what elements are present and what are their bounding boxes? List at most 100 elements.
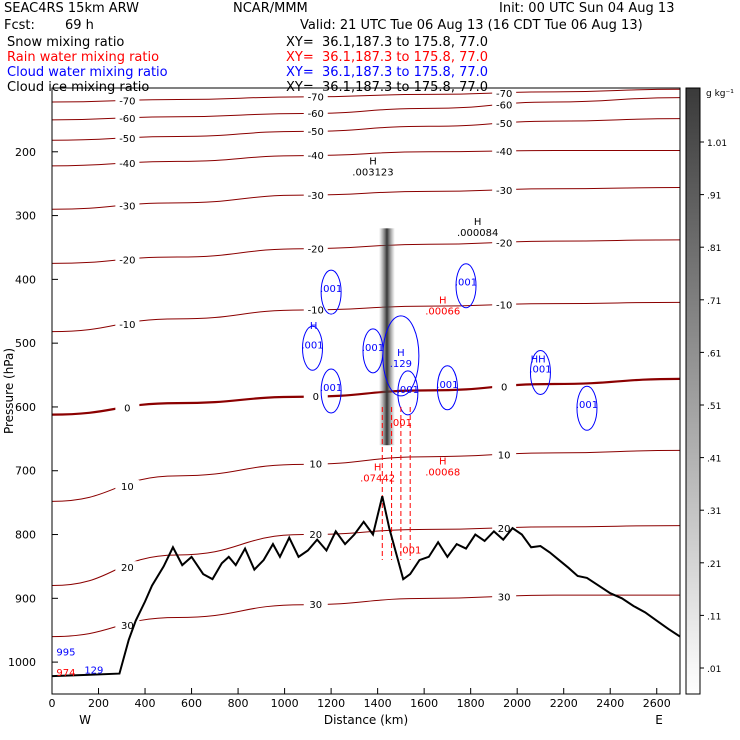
isotherm-line <box>52 187 680 210</box>
isotherm-label: -70 <box>496 89 512 100</box>
isotherm-label: 10 <box>121 482 134 493</box>
cloud-water-label: .001 <box>576 400 598 411</box>
cloud-water-label: .001 <box>362 343 384 354</box>
isotherm-line <box>52 118 680 141</box>
snow-layer <box>378 228 395 446</box>
cloud-water-label: H <box>310 321 318 332</box>
isotherm-label-bg <box>303 457 328 469</box>
x-tick-label: 800 <box>228 697 249 710</box>
cloud-water-label: .001 <box>301 340 323 351</box>
field-name-cloud-water: Cloud water mixing ratio <box>7 65 168 80</box>
cloud-water-layer <box>302 263 598 431</box>
cloud-water-label: .001 <box>320 383 342 394</box>
isotherm-label: 20 <box>498 524 511 535</box>
x-tick-label: 2400 <box>596 697 624 710</box>
isotherm-label: -50 <box>308 127 324 138</box>
isotherm-label: 20 <box>121 563 134 574</box>
isotherm-label-bg <box>492 145 517 157</box>
colorbar-level-label: .51 <box>707 402 721 412</box>
field-name-rain: Rain water mixing ratio <box>7 50 160 65</box>
colorbar-level-label: .91 <box>707 192 721 202</box>
colorbar-level-label: .41 <box>707 455 721 465</box>
rain-label: .001 <box>390 418 412 429</box>
colorbar-level-label: .81 <box>707 244 721 254</box>
isotherm-label-bg <box>492 448 517 460</box>
terrain-layer <box>52 496 680 678</box>
annotation-layer: H.003123H.000084H.129H.07442H.00068H.000… <box>56 157 598 680</box>
fcst-value: 69 h <box>65 18 94 33</box>
isotherm-label: -70 <box>119 97 135 108</box>
isotherm-label: -20 <box>496 238 512 249</box>
rain-label: .001 <box>399 546 421 557</box>
y-axis: 200 300 400 500 600 700 800 900 1000 <box>8 146 58 669</box>
isotherm-label: 30 <box>309 600 322 611</box>
isotherm-label-bg <box>115 199 140 211</box>
ice-max-value: .003123 <box>352 168 393 179</box>
x-tick-label: 400 <box>135 697 156 710</box>
isotherm-label: -60 <box>119 114 135 125</box>
cloud-water-contour <box>320 368 342 414</box>
rain-max-3-value: .00066 <box>425 307 460 318</box>
rain-max-1-value: .07442 <box>360 474 395 485</box>
x-tick-label: 600 <box>181 697 202 710</box>
isotherm-label: 20 <box>309 530 322 541</box>
plot-frame <box>51 87 681 695</box>
cloud-water-contour <box>529 350 551 396</box>
isotherm-label-bg <box>492 117 517 129</box>
terrain-line <box>52 496 680 678</box>
isotherm-label: -60 <box>308 109 324 120</box>
x-tick-label: 1600 <box>410 697 438 710</box>
cloud-water-label: .001 <box>529 365 551 376</box>
isotherm-label-bg <box>115 401 140 413</box>
cloud-water-label: HH <box>531 354 546 365</box>
y-tick-label: 200 <box>15 146 36 159</box>
model-title: SEAC4RS 15km ARW <box>4 1 140 16</box>
isotherm-label-bg <box>303 124 328 136</box>
cloud-water-contour <box>576 385 598 431</box>
rain-max-2-h: H <box>439 456 447 467</box>
isotherm-label: 0 <box>124 404 130 415</box>
isotherm-label: -70 <box>308 93 324 104</box>
isotherm-label: -30 <box>496 186 512 197</box>
rain-max-3-h: H <box>439 296 447 307</box>
x-tick-label: 200 <box>88 697 109 710</box>
colorbar-level-label: .31 <box>707 507 721 517</box>
isotherm-label: -20 <box>119 256 135 267</box>
isotherm-line <box>52 301 680 333</box>
isotherm-label: -10 <box>308 306 324 317</box>
isotherm-line <box>52 150 680 167</box>
colorbar-level-label: .21 <box>707 560 721 570</box>
isotherm-label-bg <box>115 132 140 144</box>
cloud-water-contour <box>302 325 324 371</box>
colorbar-level-label: .61 <box>707 349 721 359</box>
isotherm-layer: -70 -70 -70-60 -60-60-50-50-50-40-40 -40-30-… <box>52 88 680 638</box>
isotherm-line <box>52 88 680 103</box>
isotherm-label: -30 <box>119 201 135 212</box>
isotherm-line <box>52 594 680 638</box>
x-tick-label: 1200 <box>317 697 345 710</box>
low-level-label: 129 <box>84 666 103 677</box>
colorbar-level-label: .11 <box>707 612 721 622</box>
isotherm-label: 30 <box>121 621 134 632</box>
isotherm-label: -50 <box>119 134 135 145</box>
isotherm-label-bg <box>115 619 140 631</box>
y-tick-label: 500 <box>15 337 36 350</box>
x-tick-label: 2600 <box>643 697 671 710</box>
isotherm-line <box>52 239 680 264</box>
valid-time: Valid: 21 UTC Tue 06 Aug 13 (16 CDT Tue … <box>300 18 643 33</box>
colorbar-level-label: .71 <box>707 297 721 307</box>
cloud-water-contour <box>320 269 342 315</box>
cloud-water-max-h: H <box>397 348 405 359</box>
isotherm-label-bg <box>303 149 328 161</box>
isotherm-label: 30 <box>498 592 511 603</box>
isotherm-label-bg <box>492 98 517 110</box>
colorbar: g kg⁻¹ .01 .11 .21 .31 .41 .51 .61 .71 .81 .91 1.0… <box>685 87 734 695</box>
isotherm-label: 10 <box>498 450 511 461</box>
isotherm-label-bg <box>492 236 517 248</box>
y-tick-label: 300 <box>15 210 36 223</box>
isotherm-label-bg <box>115 94 140 106</box>
isotherm-line <box>52 377 680 416</box>
x-tick-label: 2200 <box>550 697 578 710</box>
isotherm-label-bg <box>303 598 328 610</box>
